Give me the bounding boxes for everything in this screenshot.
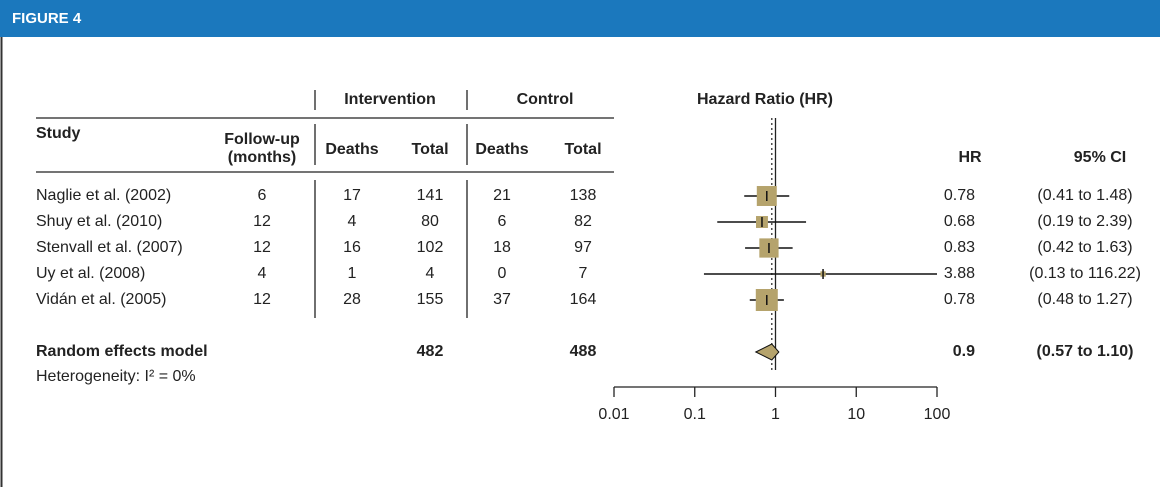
- hr-value: 0.68: [944, 213, 975, 230]
- table-cell: 6: [258, 187, 267, 204]
- table-cell: 17: [343, 187, 361, 204]
- table-cell: Shuy et al. (2010): [36, 213, 162, 230]
- group-header: Control: [517, 91, 574, 108]
- table-cell: 138: [570, 187, 597, 204]
- table-cell: 21: [493, 187, 511, 204]
- column-header: Total: [564, 141, 601, 158]
- table-cell: 4: [348, 213, 357, 230]
- table-cell: 0: [498, 265, 507, 282]
- x-tick-label: 0.01: [598, 406, 629, 423]
- table-cell: 16: [343, 239, 361, 256]
- table-cell: Naglie et al. (2002): [36, 187, 171, 204]
- ci-value: (0.48 to 1.27): [1037, 291, 1132, 308]
- table-cell: 4: [426, 265, 435, 282]
- summary-hr: 0.9: [953, 343, 975, 360]
- summary-ci: (0.57 to 1.10): [1037, 343, 1134, 360]
- column-header: (months): [228, 149, 296, 166]
- summary-cell: 488: [570, 343, 597, 360]
- heterogeneity: Heterogeneity: I² = 0%: [36, 368, 196, 385]
- ci-header: 95% CI: [1074, 149, 1126, 166]
- column-header: Study: [36, 125, 81, 142]
- table-cell: 12: [253, 291, 271, 308]
- table-cell: Stenvall et al. (2007): [36, 239, 183, 256]
- table-cell: 82: [574, 213, 592, 230]
- summary-cell: 482: [417, 343, 444, 360]
- table-cell: 155: [417, 291, 444, 308]
- hr-value: 0.78: [944, 187, 975, 204]
- table-cell: 18: [493, 239, 511, 256]
- table-cell: 28: [343, 291, 361, 308]
- ci-value: (0.42 to 1.63): [1037, 239, 1132, 256]
- table-cell: 37: [493, 291, 511, 308]
- table-cell: 7: [579, 265, 588, 282]
- group-header: Intervention: [344, 91, 436, 108]
- table-cell: 80: [421, 213, 439, 230]
- table-cell: 1: [348, 265, 357, 282]
- ci-value: (0.41 to 1.48): [1037, 187, 1132, 204]
- x-tick-label: 1: [771, 406, 780, 423]
- table-cell: 97: [574, 239, 592, 256]
- figure-title: FIGURE 4: [12, 10, 82, 27]
- column-header: Total: [411, 141, 448, 158]
- table-cell: 102: [417, 239, 444, 256]
- x-tick-label: 10: [847, 406, 865, 423]
- column-header: Follow-up: [224, 131, 300, 148]
- ci-value: (0.19 to 2.39): [1037, 213, 1132, 230]
- hr-value: 3.88: [944, 265, 975, 282]
- chart-title: Hazard Ratio (HR): [697, 91, 833, 108]
- summary-label: Random effects model: [36, 343, 208, 360]
- table-cell: Uy et al. (2008): [36, 265, 145, 282]
- table-cell: 164: [570, 291, 597, 308]
- x-tick-label: 100: [924, 406, 951, 423]
- ci-value: (0.13 to 116.22): [1029, 265, 1141, 282]
- hr-value: 0.83: [944, 239, 975, 256]
- summary-diamond: [754, 343, 780, 361]
- column-header: Deaths: [325, 141, 378, 158]
- table-cell: 4: [258, 265, 267, 282]
- table-cell: 12: [253, 213, 271, 230]
- hr-header: HR: [958, 149, 982, 166]
- table-cell: 12: [253, 239, 271, 256]
- hr-value: 0.78: [944, 291, 975, 308]
- table-cell: 6: [498, 213, 507, 230]
- table-cell: 141: [417, 187, 444, 204]
- table-cell: Vidán et al. (2005): [36, 291, 166, 308]
- header-bar: [0, 0, 1160, 37]
- x-tick-label: 0.1: [684, 406, 706, 423]
- column-header: Deaths: [475, 141, 528, 158]
